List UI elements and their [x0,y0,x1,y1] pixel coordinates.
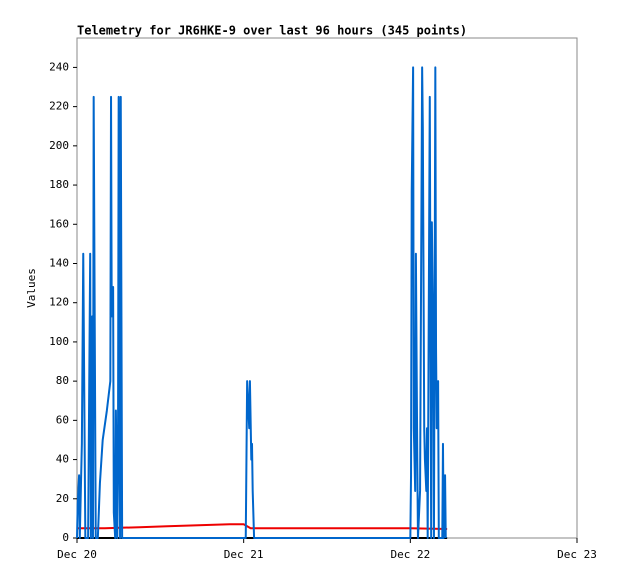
y-tick-label: 200 [49,139,69,152]
x-tick-label: Dec 21 [224,548,264,561]
y-tick-label: 120 [49,296,69,309]
y-tick-label: 40 [56,453,69,466]
chart-title: Telemetry for JR6HKE-9 over last 96 hour… [77,24,467,38]
y-tick-label: 240 [49,60,69,73]
y-tick-label: 220 [49,100,69,113]
y-tick-label: 20 [56,492,69,505]
y-tick-label: 160 [49,217,69,230]
y-tick-label: 100 [49,335,69,348]
series-line [76,66,447,539]
y-tick-label: 180 [49,178,69,191]
y-tick-label: 80 [56,374,69,387]
y-tick-label: 0 [62,531,69,544]
x-tick-label: Dec 22 [390,548,430,561]
y-tick-label: 140 [49,256,69,269]
plot-area [76,37,578,539]
y-tick-label: 60 [56,413,69,426]
x-tick-label: Dec 23 [557,548,597,561]
y-axis-label: Values [25,268,38,308]
x-tick-label: Dec 20 [57,548,97,561]
